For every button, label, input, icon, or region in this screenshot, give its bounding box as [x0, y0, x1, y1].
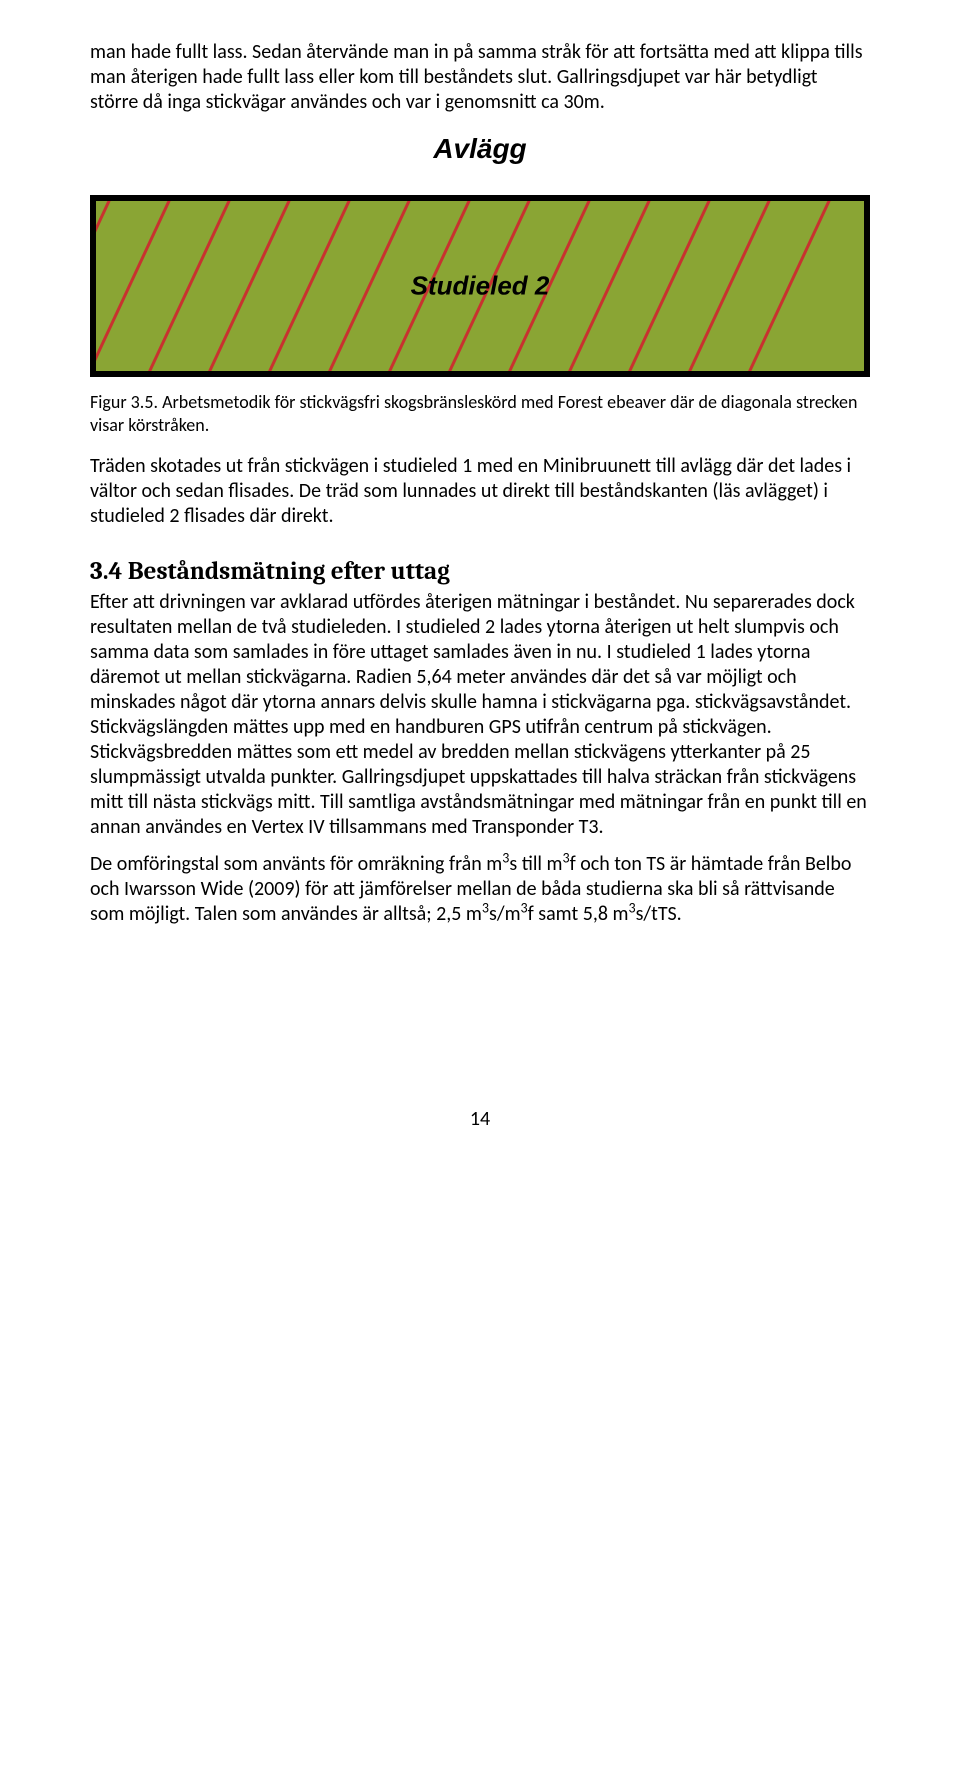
text-fragment: s till m [509, 852, 562, 876]
intro-paragraph: man hade fullt lass. Sedan återvände man… [90, 40, 870, 115]
diagonal-stripe [119, 195, 249, 377]
figure-caption: Figur 3.5. Arbetsmetodik för stickvägsfr… [90, 391, 870, 436]
text-fragment: s/m [489, 902, 521, 926]
text-fragment: De omföringstal som använts för omräknin… [90, 852, 502, 876]
paragraph-trees: Träden skotades ut från stickvägen i stu… [90, 454, 870, 529]
figure-3-5: Avlägg Studieled 2 [90, 133, 870, 377]
figure-title: Avlägg [90, 133, 870, 165]
diagonal-stripe [659, 195, 789, 377]
superscript-3: 3 [628, 899, 635, 916]
text-fragment: f samt 5,8 m [528, 902, 629, 926]
diagonal-stripe [179, 195, 309, 377]
superscript-3: 3 [482, 899, 489, 916]
diagonal-stripe [599, 195, 729, 377]
superscript-3: 3 [521, 899, 528, 916]
page-number: 14 [90, 1107, 870, 1131]
section-heading-3-4: 3.4 Beståndsmätning efter uttag [90, 557, 870, 586]
figure-diagram-box: Studieled 2 [90, 195, 870, 377]
paragraph-conversion: De omföringstal som använts för omräknin… [90, 852, 870, 927]
paragraph-method: Efter att drivningen var avklarad utförd… [90, 590, 870, 840]
diagonal-stripe [90, 195, 129, 377]
text-fragment: s/tTS. [636, 902, 682, 926]
diagonal-stripe [239, 195, 369, 377]
superscript-3: 3 [563, 849, 570, 866]
diagonal-stripe [719, 195, 849, 377]
figure-inner-label: Studieled 2 [411, 271, 550, 302]
diagonal-stripe [539, 195, 669, 377]
diagonal-stripe [299, 195, 429, 377]
diagonal-stripe [90, 195, 189, 377]
